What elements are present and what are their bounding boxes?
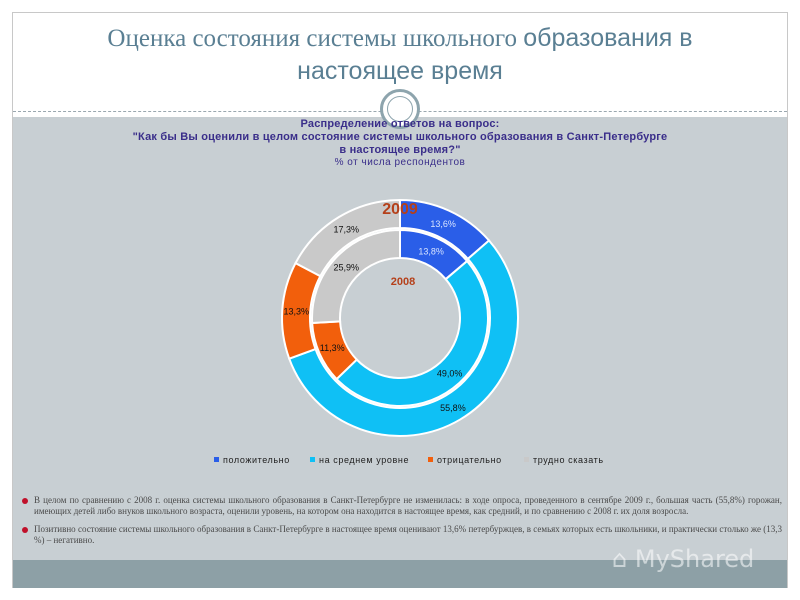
slice-data-label: 13,3% bbox=[283, 307, 309, 317]
bullet-text: В целом по сравнению с 2008 г. оценка си… bbox=[34, 495, 782, 516]
series-label-inner: 2008 bbox=[391, 276, 415, 288]
slice-data-label: 49,0% bbox=[437, 368, 463, 378]
title-part-serif: Оценка состояния системы школьного bbox=[107, 25, 524, 52]
bullet-item: В целом по сравнению с 2008 г. оценка си… bbox=[22, 495, 782, 517]
bottom-band bbox=[13, 560, 787, 588]
donut-slice bbox=[294, 198, 401, 278]
legend-swatch bbox=[428, 457, 433, 462]
series-label-outer: 2009 bbox=[382, 201, 418, 218]
bullet-dot-icon bbox=[22, 527, 28, 533]
chart-header-line3: в настоящее время?" bbox=[339, 144, 461, 156]
donut-slice bbox=[335, 259, 490, 407]
watermark-text: MyShared bbox=[634, 545, 755, 573]
bullet-text: Позитивно состояние системы школьного об… bbox=[34, 524, 782, 545]
slice-data-label: 11,3% bbox=[320, 343, 345, 353]
legend-swatch bbox=[310, 457, 315, 462]
chart-header-line2: "Как бы Вы оценили в целом состояние сис… bbox=[132, 131, 668, 143]
slide-title: Оценка состояния системы школьного образ… bbox=[40, 22, 760, 88]
legend-label: на среднем уровне bbox=[319, 455, 409, 465]
title-line-2: настоящее время bbox=[297, 57, 503, 85]
legend-label: отрицательно bbox=[437, 455, 502, 465]
legend-label: трудно сказать bbox=[533, 455, 604, 465]
title-part-sans: образования в bbox=[523, 24, 693, 52]
chart-header-line1: Распределение ответов на вопрос: bbox=[300, 118, 500, 130]
slice-data-label: 13,8% bbox=[418, 246, 444, 256]
donut-slice bbox=[287, 239, 519, 437]
legend-swatch bbox=[524, 457, 529, 462]
bullet-dot-icon bbox=[22, 498, 28, 504]
bullet-item: Позитивно состояние системы школьного об… bbox=[22, 524, 782, 546]
watermark-logo: ⌂ MyShared bbox=[612, 545, 755, 573]
slice-data-label: 25,9% bbox=[333, 263, 359, 273]
decorative-ring-icon bbox=[380, 89, 420, 129]
legend-swatch bbox=[214, 457, 219, 462]
slice-data-label: 13,6% bbox=[430, 219, 456, 229]
slice-data-label: 55,8% bbox=[440, 403, 466, 413]
chart-header-line4: % от числа респондентов bbox=[334, 157, 466, 168]
slice-data-label: 17,3% bbox=[333, 224, 359, 234]
donut-slice bbox=[311, 228, 401, 325]
content-panel bbox=[13, 117, 787, 560]
bullet-list: В целом по сравнению с 2008 г. оценка си… bbox=[22, 495, 782, 553]
legend-label: положительно bbox=[223, 455, 290, 465]
